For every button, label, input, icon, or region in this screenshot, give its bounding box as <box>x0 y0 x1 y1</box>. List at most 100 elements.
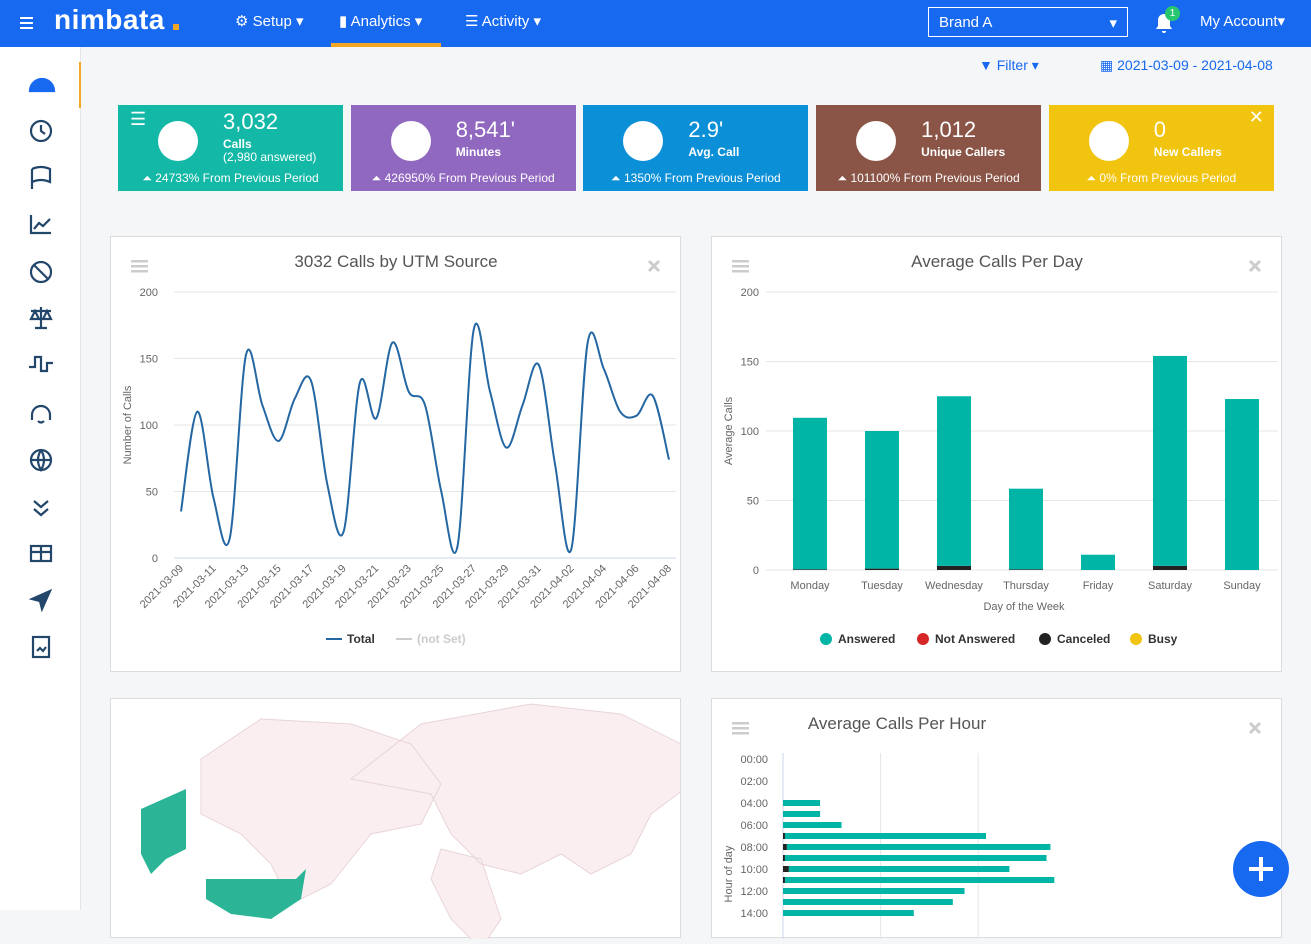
bar-segment <box>1153 565 1187 570</box>
x-tick-label: Thursday <box>1003 580 1049 592</box>
series-line <box>180 322 670 555</box>
y-tick-label: 06:00 <box>740 820 768 832</box>
legend-label[interactable]: Answered <box>838 632 895 646</box>
y-tick-label: 04:00 <box>740 798 768 810</box>
menu-bar <box>732 732 749 735</box>
kpi-sub: (2,980 answered) <box>223 150 317 164</box>
bar-segment <box>783 822 842 828</box>
date-range-label: 2021-03-09 - 2021-04-08 <box>1117 57 1273 73</box>
bar-segment <box>783 811 821 817</box>
bar-segment <box>865 568 899 570</box>
legend-label[interactable]: Total <box>347 632 375 646</box>
icon-shape <box>856 121 897 161</box>
kpi-card: 3,032 Calls (2,980 answered) ⏶ 24733% From … <box>118 105 343 191</box>
up-arrow: ⏶ <box>1086 171 1100 185</box>
menu-activity[interactable]: ☰ Activity ▾ <box>465 13 542 30</box>
close-icon <box>647 259 661 273</box>
icon-scale[interactable] <box>29 307 53 330</box>
icon-block[interactable] <box>29 260 53 284</box>
icon-send[interactable] <box>28 588 53 613</box>
up-arrow: ⏶ <box>142 171 156 185</box>
chart-title: Average Calls Per Day <box>911 252 1083 271</box>
menu-label: Activity <box>481 13 530 30</box>
y-axis-label: Number of Calls <box>122 385 134 464</box>
icon-flag[interactable] <box>30 165 52 189</box>
kpi-card: 2.9' Avg. Call ⏶ 1350% From Previous Perio… <box>583 105 809 191</box>
panel-menu[interactable] <box>732 722 749 735</box>
kpi-change-text: 101100% From Previous Period <box>850 171 1020 185</box>
date-range[interactable]: ▦ 2021-03-09 - 2021-04-08 <box>1100 57 1273 73</box>
brand-logo[interactable]: nimbata <box>54 4 165 35</box>
card-close[interactable]: ✕ <box>1248 107 1264 127</box>
bar-segment <box>793 569 827 570</box>
up-arrow: ⏶ <box>611 171 624 185</box>
panel-close[interactable] <box>647 259 661 273</box>
icon-headset[interactable] <box>30 404 52 424</box>
menu-analytics[interactable]: ▮ Analytics ▾ <box>339 13 423 30</box>
menu-bar <box>732 270 749 273</box>
panel-menu[interactable] <box>732 260 749 273</box>
bar-segment <box>1225 399 1259 570</box>
icon-report[interactable] <box>31 635 51 659</box>
legend-label[interactable]: Not Answered <box>935 632 1015 646</box>
bar-segment <box>786 844 1051 850</box>
card-menu[interactable]: ☰ <box>130 109 147 129</box>
menu-toggle[interactable] <box>20 16 34 30</box>
kpi-change-text: 426950% From Previous Period <box>384 171 555 185</box>
legend-swatch <box>917 633 929 645</box>
y-tick-label: 150 <box>140 354 158 366</box>
icon-clock[interactable] <box>29 119 53 143</box>
line-chart: 3032 Calls by UTM Source0501001502002021… <box>122 252 676 646</box>
legend-label[interactable]: Busy <box>1148 632 1178 646</box>
bar-segment <box>1009 569 1043 570</box>
panel-close[interactable] <box>1248 259 1262 273</box>
icon-chevrons[interactable] <box>33 500 49 517</box>
account-menu[interactable]: My Account▾ <box>1200 13 1286 30</box>
bar-segment <box>937 565 971 570</box>
y-tick-label: 100 <box>741 426 759 438</box>
menu-bar <box>131 270 148 273</box>
icon-dashboard[interactable] <box>28 77 56 93</box>
kpi-label: Unique Callers <box>921 145 1006 159</box>
menu-label: Analytics <box>350 13 411 30</box>
panel-utm: 3032 Calls by UTM Source 0 50 100 150 200 2021… <box>110 236 681 672</box>
close-icon <box>1248 259 1262 273</box>
icon-pulse[interactable] <box>29 355 53 373</box>
brand-select[interactable]: Brand A ▾ <box>928 7 1128 37</box>
kpi-value: 0 <box>1153 117 1167 142</box>
menu-setup[interactable]: ⚙ Setup ▾ <box>235 13 304 30</box>
sidebar-icons <box>28 77 56 659</box>
icon-chart[interactable] <box>29 215 51 235</box>
kpi-value: 2.9' <box>688 117 724 142</box>
y-tick-label: 10:00 <box>740 864 768 876</box>
bar-segment <box>1081 554 1115 570</box>
menu-bar <box>732 727 749 730</box>
menu-bar <box>732 260 749 263</box>
x-axis-label: Day of the Week <box>983 601 1065 613</box>
bar-segment <box>937 396 971 566</box>
chart-title: 3032 Calls by UTM Source <box>294 252 497 271</box>
y-axis-label: Average Calls <box>723 396 735 465</box>
bar-segment <box>783 844 787 850</box>
menu-bar <box>131 260 148 263</box>
plus-icon <box>1249 857 1273 881</box>
fab-add[interactable] <box>1233 841 1289 897</box>
kpi-icon <box>158 121 198 161</box>
x-tick-label: Saturday <box>1148 580 1193 592</box>
kpi-card: 1,012 Unique Callers ⏶ 101100% From Previo… <box>816 105 1042 191</box>
sidebar <box>0 47 81 910</box>
panel-menu[interactable] <box>131 260 148 273</box>
up-arrow: ⏶ <box>837 171 851 185</box>
filter-button[interactable]: ▼ Filter ▾ <box>979 57 1039 73</box>
kpi-icon <box>623 121 664 161</box>
legend-label[interactable]: Canceled <box>1057 632 1110 646</box>
legend-swatch <box>1039 633 1051 645</box>
y-tick-label: 12:00 <box>740 886 768 898</box>
kpi-change: ⏶ 101100% From Previous Period <box>816 171 1041 186</box>
bar-segment <box>1153 355 1187 566</box>
kpi-icon <box>1088 121 1129 161</box>
panel-close[interactable] <box>1248 721 1262 735</box>
legend-label[interactable]: (not Set) <box>417 632 466 646</box>
